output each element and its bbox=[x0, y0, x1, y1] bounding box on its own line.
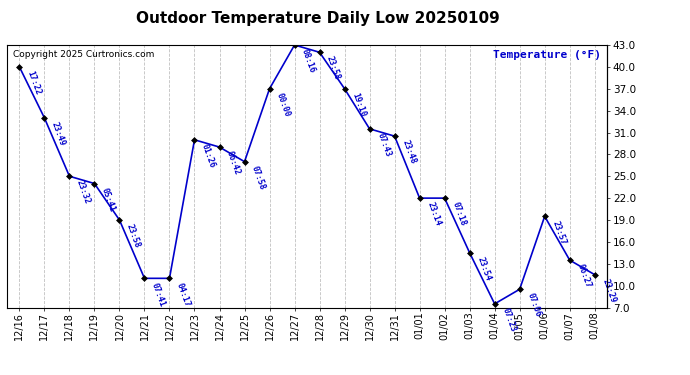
Text: 23:48: 23:48 bbox=[400, 139, 417, 165]
Text: 00:00: 00:00 bbox=[275, 92, 292, 118]
Text: 07:23: 07:23 bbox=[500, 307, 518, 333]
Text: 23:58: 23:58 bbox=[325, 55, 342, 82]
Text: 23:14: 23:14 bbox=[425, 201, 442, 228]
Text: 08:16: 08:16 bbox=[300, 48, 317, 74]
Text: 23:29: 23:29 bbox=[600, 278, 618, 304]
Text: 23:58: 23:58 bbox=[125, 223, 142, 249]
Text: Copyright 2025 Curtronics.com: Copyright 2025 Curtronics.com bbox=[13, 50, 155, 59]
Text: Outdoor Temperature Daily Low 20250109: Outdoor Temperature Daily Low 20250109 bbox=[135, 11, 500, 26]
Text: 01:26: 01:26 bbox=[200, 142, 217, 169]
Text: 19:10: 19:10 bbox=[350, 92, 367, 118]
Text: 07:18: 07:18 bbox=[450, 201, 467, 228]
Text: 23:32: 23:32 bbox=[75, 179, 92, 206]
Text: 06:42: 06:42 bbox=[225, 150, 242, 176]
Text: 05:41: 05:41 bbox=[100, 186, 117, 213]
Text: 23:57: 23:57 bbox=[550, 219, 567, 246]
Text: 07:41: 07:41 bbox=[150, 281, 167, 308]
Text: 07:43: 07:43 bbox=[375, 132, 392, 158]
Text: 23:49: 23:49 bbox=[50, 121, 67, 147]
Text: 17:22: 17:22 bbox=[25, 70, 42, 96]
Text: 23:54: 23:54 bbox=[475, 256, 492, 282]
Text: Temperature (°F): Temperature (°F) bbox=[493, 50, 601, 60]
Text: 07:06: 07:06 bbox=[525, 292, 542, 319]
Text: 04:17: 04:17 bbox=[175, 281, 192, 308]
Text: 06:27: 06:27 bbox=[575, 263, 592, 290]
Text: 07:58: 07:58 bbox=[250, 165, 267, 191]
